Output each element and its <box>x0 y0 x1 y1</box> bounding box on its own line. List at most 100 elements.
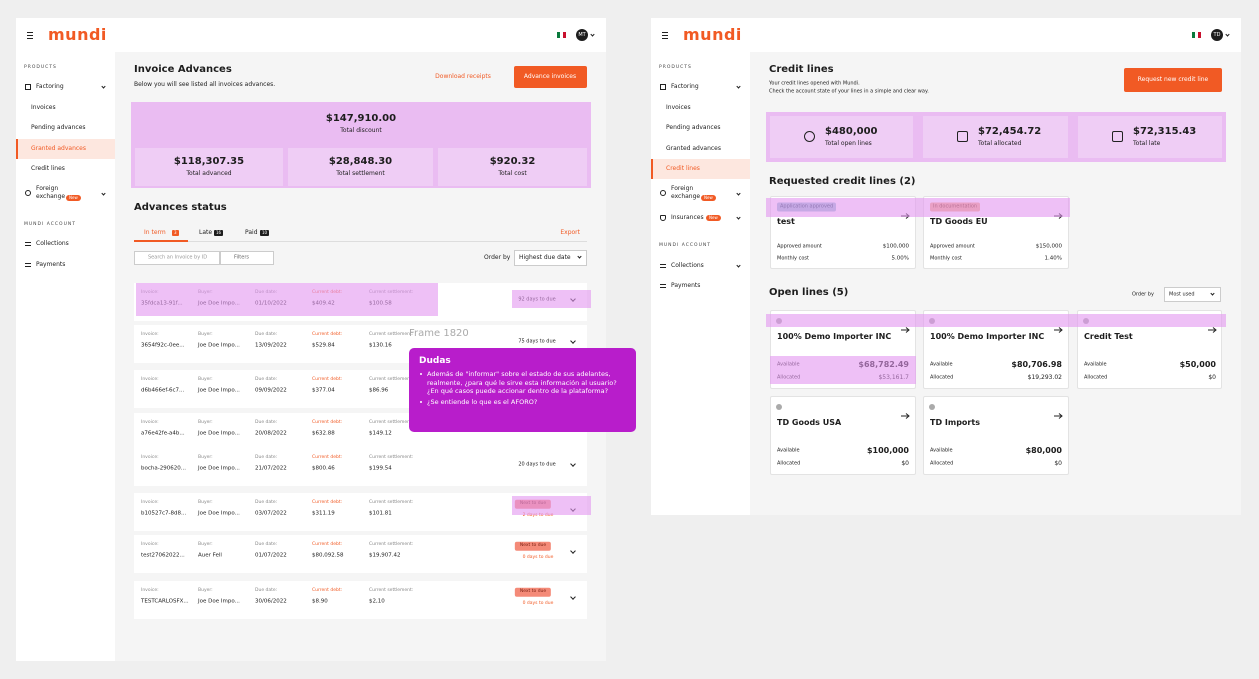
new-badge: New <box>706 215 721 221</box>
menu-item[interactable]: Granted advances <box>31 145 86 152</box>
advance-row[interactable] <box>134 581 587 619</box>
summary-cell <box>288 148 433 186</box>
tab[interactable]: Late <box>199 229 213 236</box>
menu-item[interactable]: Pending advances <box>31 124 86 131</box>
field-label: Allocated <box>930 374 954 381</box>
new-badge: New <box>701 195 716 201</box>
status-dot <box>929 404 935 410</box>
tab-count: 10 <box>260 230 270 236</box>
advance-row[interactable] <box>134 493 587 531</box>
field-label: Available <box>1084 361 1107 368</box>
field-value: 09/09/2022 <box>255 387 287 394</box>
menu-item[interactable]: Foreign <box>36 185 59 192</box>
field-value: $0 <box>1208 374 1216 381</box>
menu-item[interactable]: Collections <box>36 240 69 247</box>
avatar[interactable]: TD <box>1211 29 1223 41</box>
field-label: Due date: <box>255 587 278 593</box>
menu-item[interactable]: Payments <box>36 261 66 268</box>
field-label: Buyer: <box>198 376 213 382</box>
field-value: $529.84 <box>312 342 335 349</box>
field-value: $19,293.02 <box>1027 374 1062 381</box>
menu-item[interactable]: Pending advances <box>666 124 721 131</box>
field-label: Available <box>777 447 800 454</box>
field-value: $86.96 <box>369 387 389 394</box>
field-value: $2,10 <box>369 598 385 605</box>
avatar[interactable]: MT <box>576 29 588 41</box>
logo: mundi <box>48 25 107 44</box>
menu-item[interactable]: Credit lines <box>31 165 65 172</box>
bullet-dot <box>420 400 422 403</box>
field-label: Due date: <box>255 499 278 505</box>
select[interactable] <box>514 250 587 266</box>
credit-card[interactable] <box>923 396 1069 475</box>
advance-row[interactable] <box>134 448 587 486</box>
select[interactable] <box>1164 287 1221 302</box>
summary-label: Total late <box>1133 140 1161 147</box>
logo: mundi <box>683 25 742 44</box>
field-label: Invoice: <box>141 587 159 593</box>
field-label: Due date: <box>255 331 278 337</box>
summary-icon <box>804 131 815 142</box>
field-label: Available <box>930 447 953 454</box>
field-value: $130.16 <box>369 342 392 349</box>
menu-item[interactable]: exchange <box>671 193 701 200</box>
menu-item[interactable]: Foreign <box>671 185 694 192</box>
advance-row[interactable] <box>134 535 587 573</box>
menu-item[interactable]: Granted advances <box>666 145 721 152</box>
credit-card[interactable] <box>770 396 916 475</box>
field-value: 03/07/2022 <box>255 510 287 517</box>
menu-item[interactable]: Factoring <box>671 83 699 90</box>
filter-button[interactable] <box>220 251 274 265</box>
menu-item[interactable]: Invoices <box>31 104 56 111</box>
icon <box>660 284 666 288</box>
card-name: TD Goods EU <box>930 217 988 226</box>
menu-item[interactable]: Credit lines <box>666 165 700 172</box>
primary-button[interactable] <box>1124 68 1222 92</box>
summary-cell <box>135 148 283 186</box>
menu-item[interactable]: Payments <box>671 282 701 289</box>
field-label: Buyer: <box>198 454 213 460</box>
menu-item[interactable]: exchange <box>36 193 66 200</box>
menu-item[interactable]: Insurances <box>671 214 704 221</box>
field-label: Due date: <box>255 541 278 547</box>
menu-icon <box>27 35 33 36</box>
field-value: Joe Doe Impo... <box>198 430 240 437</box>
menu-item[interactable]: Invoices <box>666 104 691 111</box>
field-value: $311.19 <box>312 510 335 517</box>
field-value: $0 <box>1054 460 1062 467</box>
field-label: Invoice: <box>141 454 159 460</box>
icon <box>660 215 666 221</box>
field-label: Allocated <box>777 460 801 467</box>
section-label: PRODUCTS <box>24 64 57 70</box>
field-label: Current settlement: <box>369 541 414 547</box>
field-value: $80,706.98 <box>1011 360 1062 369</box>
button-label: Request new credit line <box>1137 76 1209 83</box>
card-name: Credit Test <box>1084 332 1133 341</box>
field-value: $80,000 <box>1025 446 1062 455</box>
menu-icon <box>662 35 668 36</box>
tab[interactable]: In term <box>144 229 166 236</box>
field-label: Buyer: <box>198 541 213 547</box>
menu-icon <box>662 32 668 33</box>
card-name: 100% Demo Importer INC <box>930 332 1045 341</box>
field-label: Current settlement: <box>369 499 414 505</box>
menu-item[interactable]: Factoring <box>36 83 64 90</box>
section-title: Advances status <box>134 202 227 213</box>
summary-label: Total allocated <box>978 140 1022 147</box>
select-value: Highest due date <box>519 254 571 261</box>
field-label: Allocated <box>930 460 954 467</box>
field-label: Invoice: <box>141 331 159 337</box>
tab[interactable]: Paid <box>245 229 258 236</box>
menu-item[interactable]: Collections <box>671 262 704 269</box>
link-button[interactable]: Download receipts <box>435 73 491 80</box>
icon <box>25 263 31 267</box>
card-name: TD Goods USA <box>777 418 842 427</box>
primary-button[interactable] <box>514 66 587 88</box>
field-label: Monthly cost <box>930 255 962 262</box>
search-input[interactable] <box>134 251 220 265</box>
field-value: Joe Doe Impo... <box>198 598 240 605</box>
link-button[interactable]: Export <box>560 229 580 236</box>
arrow-icon <box>901 318 910 333</box>
field-value: 3654f92c-0ee... <box>141 342 185 349</box>
